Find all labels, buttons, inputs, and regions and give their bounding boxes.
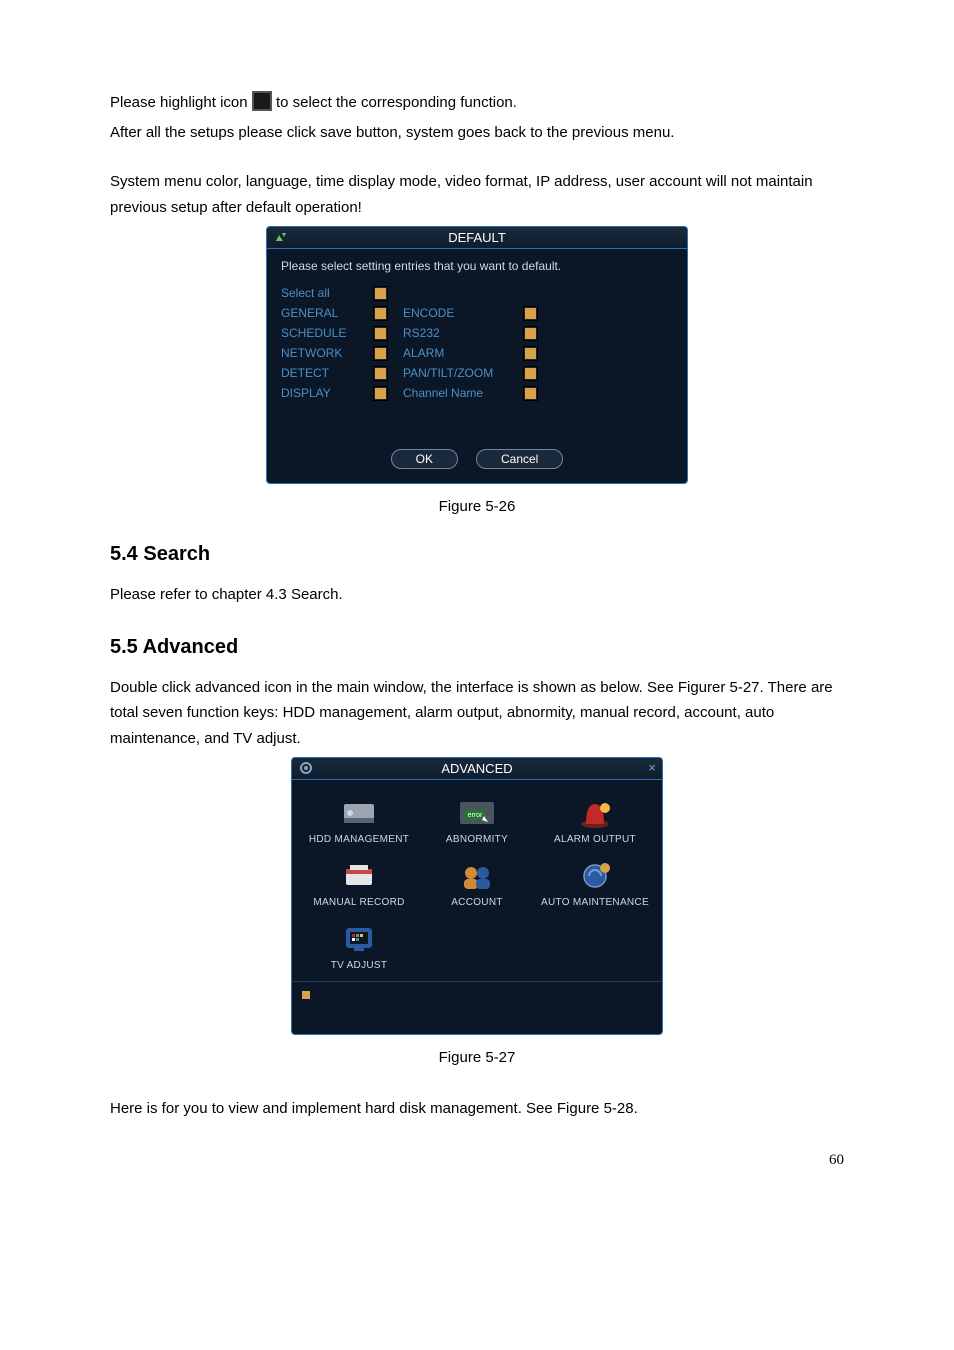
advanced-item-label: HDD MANAGEMENT (302, 834, 416, 845)
option-label-left: GENERAL (281, 306, 373, 320)
advanced-item-label: ALARM OUTPUT (538, 834, 652, 845)
gear-icon (298, 760, 314, 776)
advanced-item-error[interactable]: error ABNORMITY (418, 792, 536, 855)
checkbox[interactable] (373, 286, 388, 301)
advanced-title-text: ADVANCED (441, 761, 512, 776)
default-row: DETECT PAN/TILT/ZOOM (281, 363, 673, 383)
close-icon[interactable]: × (648, 760, 656, 775)
option-label-right: PAN/TILT/ZOOM (403, 366, 523, 380)
advanced-item-label: ABNORMITY (420, 834, 534, 845)
search-body: Please refer to chapter 4.3 Search. (110, 582, 844, 608)
intro-line-1: Please highlight icon to select the corr… (110, 90, 844, 116)
highlight-icon (252, 91, 272, 111)
hdd-icon (338, 796, 380, 830)
checkbox[interactable] (373, 306, 388, 321)
cancel-button[interactable]: Cancel (476, 449, 563, 469)
option-label-left: DETECT (281, 366, 373, 380)
default-instruction: Please select setting entries that you w… (281, 259, 673, 273)
checkbox[interactable] (373, 346, 388, 361)
option-label-left: Select all (281, 286, 373, 300)
figure-5-27-caption: Figure 5-27 (110, 1049, 844, 1066)
default-dialog: DEFAULT Please select setting entries th… (266, 226, 688, 484)
record-icon (338, 859, 380, 893)
checkbox[interactable] (373, 386, 388, 401)
ok-button[interactable]: OK (391, 449, 458, 469)
advanced-item-maint[interactable]: AUTO MAINTENANCE (536, 855, 654, 918)
error-icon: error (456, 796, 498, 830)
closing-line: Here is for you to view and implement ha… (110, 1096, 844, 1122)
option-label-left: SCHEDULE (281, 326, 373, 340)
checkbox[interactable] (523, 326, 538, 341)
default-dialog-title: DEFAULT (267, 227, 687, 249)
search-heading: 5.4 Search (110, 543, 844, 566)
alarm-icon (574, 796, 616, 830)
option-label-right: RS232 (403, 326, 523, 340)
checkbox[interactable] (523, 386, 538, 401)
maint-icon (574, 859, 616, 893)
advanced-heading: 5.5 Advanced (110, 636, 844, 659)
option-label-left: DISPLAY (281, 386, 373, 400)
tv-icon (338, 922, 380, 956)
advanced-item-label: TV ADJUST (302, 960, 416, 971)
checkbox[interactable] (523, 346, 538, 361)
advanced-item-alarm[interactable]: ALARM OUTPUT (536, 792, 654, 855)
cursor-icon (302, 991, 310, 999)
default-row: DISPLAY Channel Name (281, 383, 673, 403)
checkbox[interactable] (373, 366, 388, 381)
advanced-item-record[interactable]: MANUAL RECORD (300, 855, 418, 918)
figure-5-26-caption: Figure 5-26 (110, 498, 844, 515)
option-label-right: Channel Name (403, 386, 523, 400)
checkbox[interactable] (373, 326, 388, 341)
account-icon (456, 859, 498, 893)
intro-line-2: After all the setups please click save b… (110, 120, 844, 146)
advanced-dialog-title: ADVANCED × (292, 758, 662, 780)
default-row: GENERAL ENCODE (281, 303, 673, 323)
checkbox[interactable] (523, 366, 538, 381)
recycle-icon (273, 229, 289, 245)
svg-text:error: error (468, 812, 483, 819)
checkbox[interactable] (523, 306, 538, 321)
intro-1a: Please highlight icon (110, 94, 252, 111)
advanced-item-tv[interactable]: TV ADJUST (300, 918, 418, 981)
advanced-dialog: ADVANCED × HDD MANAGEMENT error ABNORMITY A… (291, 757, 663, 1035)
advanced-icons-grid: HDD MANAGEMENT error ABNORMITY ALARM OUTPUT… (300, 792, 654, 981)
advanced-item-hdd[interactable]: HDD MANAGEMENT (300, 792, 418, 855)
intro-1b: to select the corresponding function. (276, 94, 517, 111)
advanced-body: Double click advanced icon in the main w… (110, 675, 844, 752)
advanced-item-label: ACCOUNT (420, 897, 534, 908)
default-row: Select all (281, 283, 673, 303)
option-label-right: ENCODE (403, 306, 523, 320)
default-options-container: Select all GENERAL ENCODE SCHEDULE RS232 NETW… (281, 283, 673, 403)
advanced-footer (292, 981, 662, 1034)
default-title-text: DEFAULT (448, 230, 506, 245)
page-number: 60 (110, 1152, 844, 1169)
option-label-left: NETWORK (281, 346, 373, 360)
default-row: SCHEDULE RS232 (281, 323, 673, 343)
advanced-item-label: MANUAL RECORD (302, 897, 416, 908)
advanced-item-account[interactable]: ACCOUNT (418, 855, 536, 918)
intro-line-3: System menu color, language, time displa… (110, 169, 844, 220)
default-row: NETWORK ALARM (281, 343, 673, 363)
advanced-item-label: AUTO MAINTENANCE (538, 897, 652, 908)
option-label-right: ALARM (403, 346, 523, 360)
